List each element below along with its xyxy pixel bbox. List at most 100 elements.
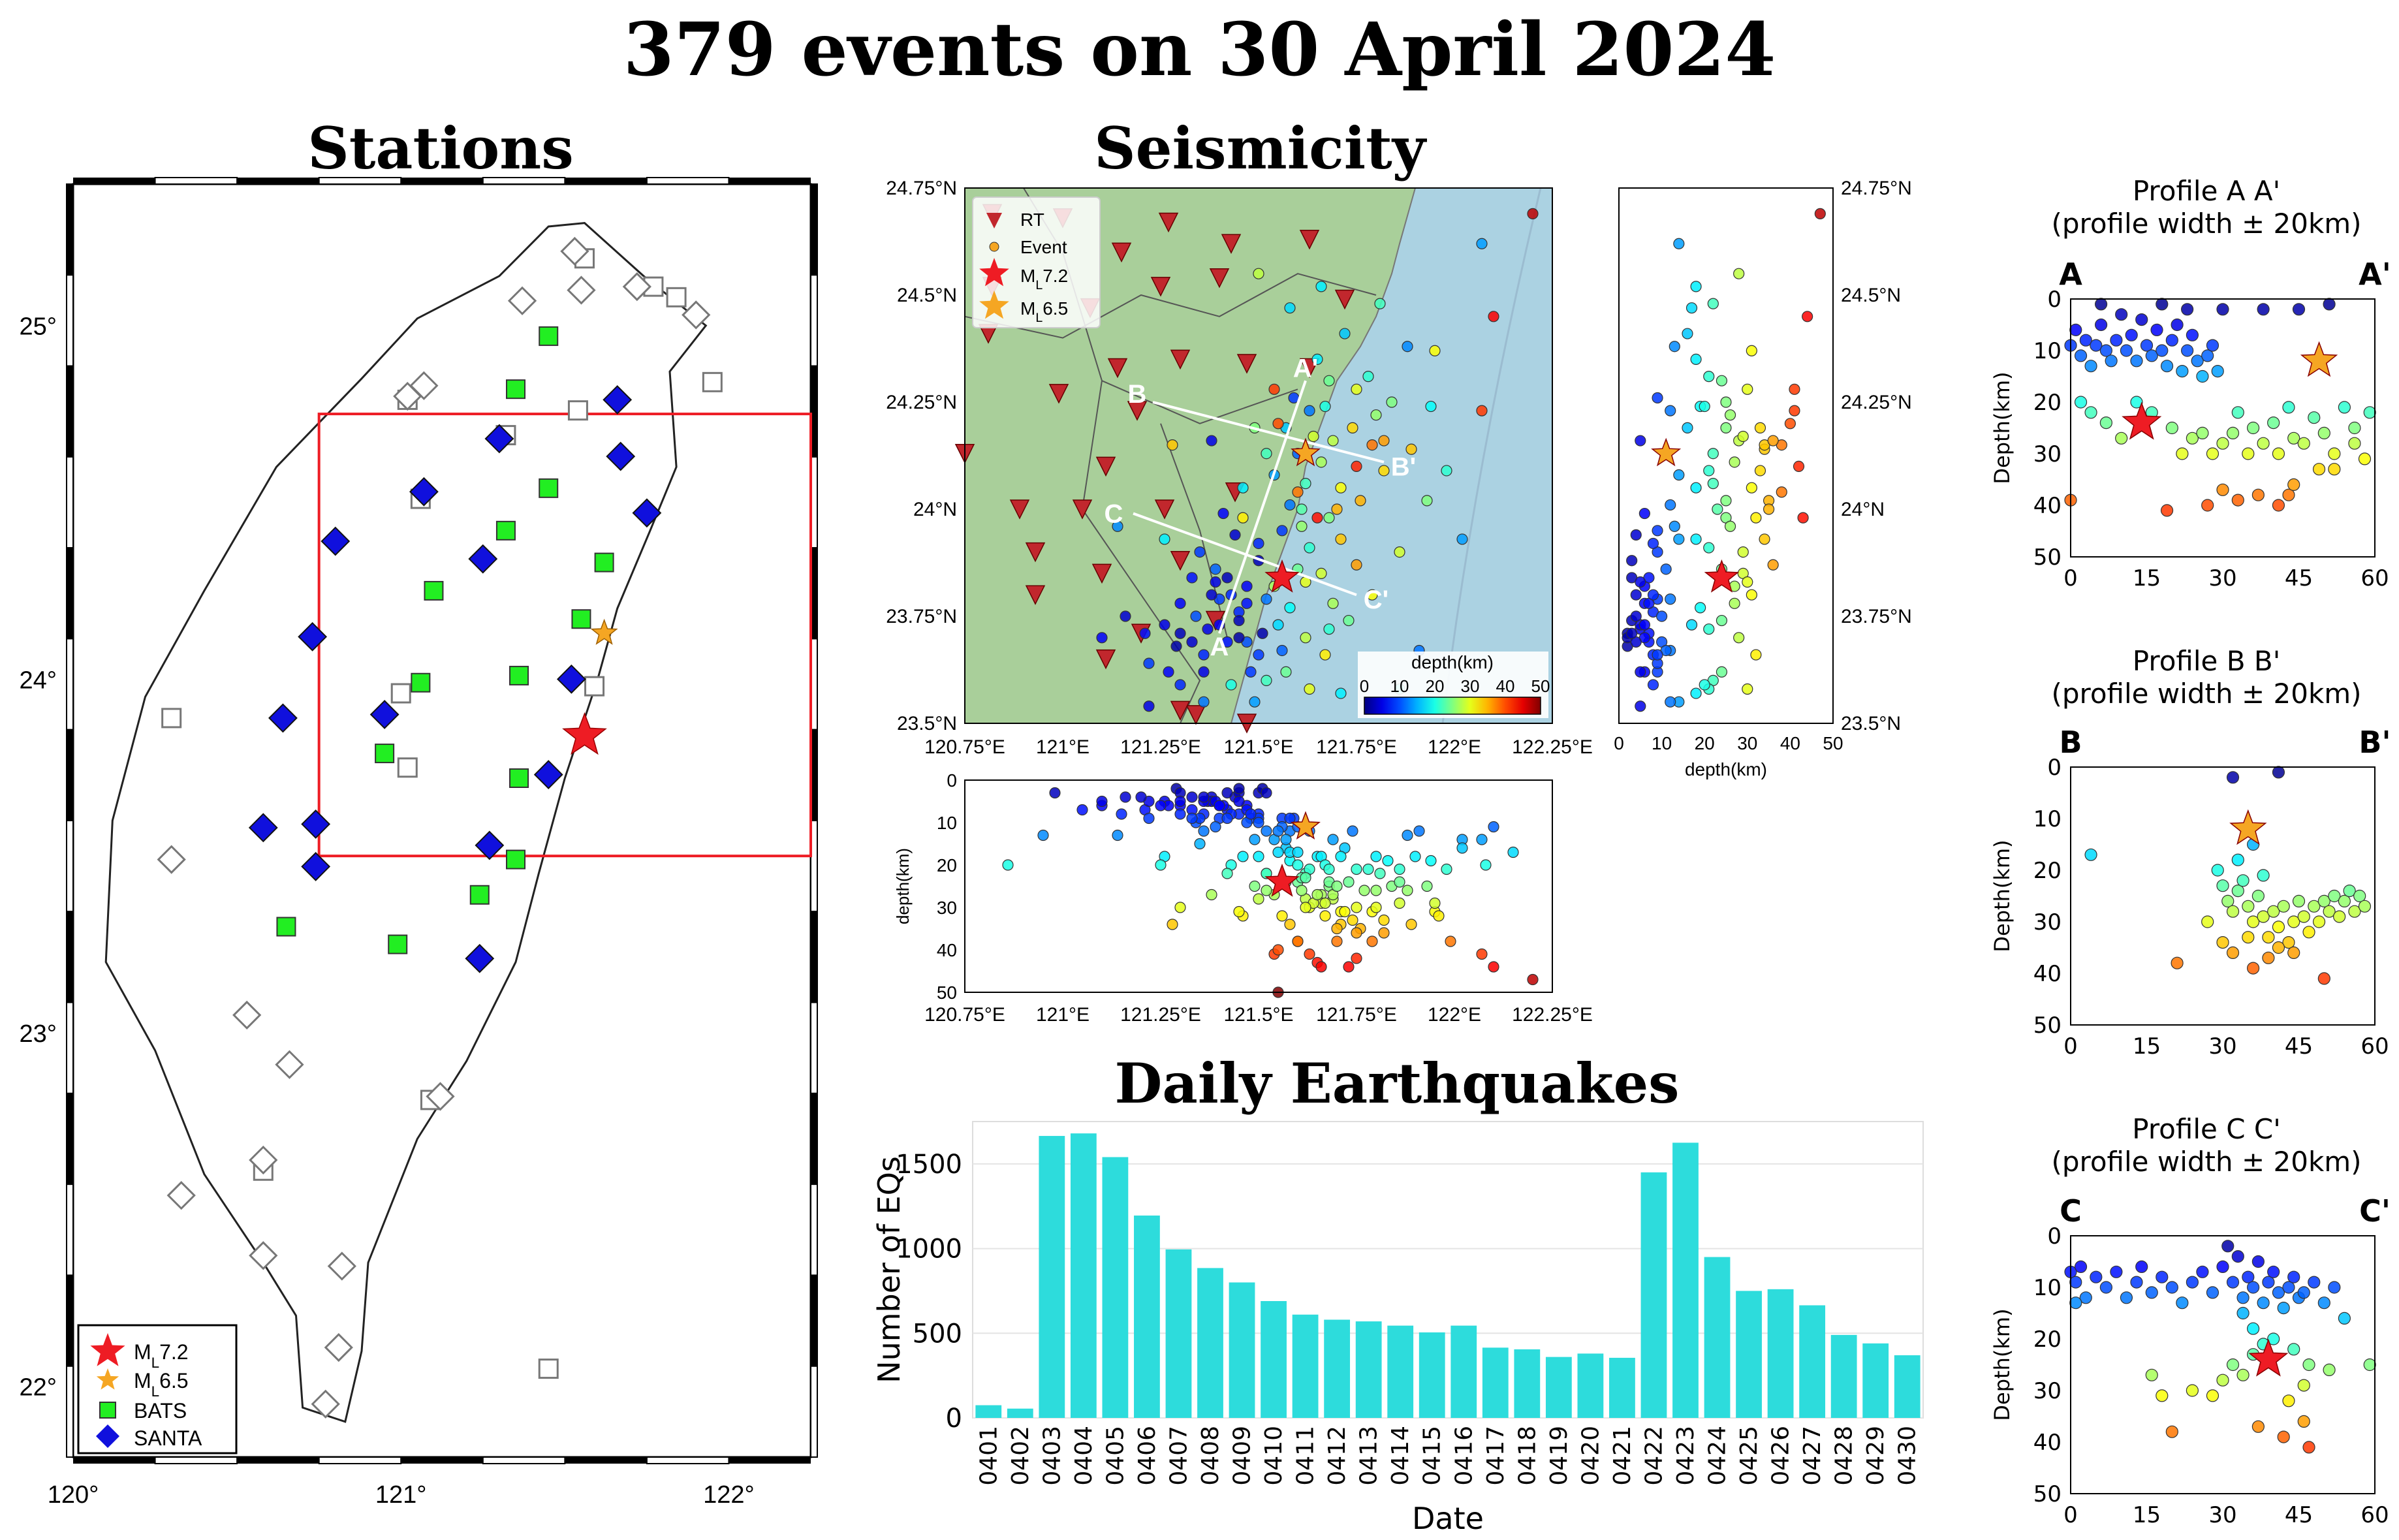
event-dot [1754, 465, 1766, 477]
event-dot [1647, 537, 1659, 550]
bar-0410 [1261, 1300, 1287, 1418]
event-dot [1323, 863, 1335, 875]
event-dot [1429, 897, 1441, 909]
event-dot [1112, 520, 1123, 532]
profile-event-dot [2181, 344, 2194, 357]
santa-station [465, 943, 495, 973]
map-legend [972, 196, 1101, 328]
event-dot [1296, 520, 1308, 532]
profile-ytick: 40 [2033, 961, 2062, 987]
event-dot [1750, 649, 1762, 661]
event-dot [1378, 927, 1390, 939]
event-dot [1402, 341, 1413, 353]
bar-0425 [1736, 1291, 1762, 1418]
open-diamond-station [157, 845, 186, 874]
profile-frame [2070, 1235, 2375, 1494]
legend-label: Event [1020, 237, 1067, 257]
plot-area [972, 1121, 1924, 1419]
county-boundary [964, 273, 1377, 339]
profile-event-dot [2201, 915, 2214, 928]
event-dot [1639, 619, 1650, 631]
profile-event-dot [2277, 1430, 2290, 1443]
profile-event-dot [2312, 915, 2326, 928]
profile-event-dot [2236, 874, 2250, 887]
profile-event-dot [2251, 1255, 2265, 1268]
profile-event-dot [2211, 864, 2224, 877]
profile-event-dot [2297, 1286, 2310, 1299]
rt-station [1107, 358, 1128, 379]
event-dot [1527, 208, 1539, 219]
frame-tick [66, 1365, 74, 1458]
profile-event-dot [2074, 349, 2088, 362]
profile-ytick: 10 [2033, 338, 2062, 364]
event-dot [1351, 863, 1362, 875]
depth-lat-bg [1619, 188, 1833, 723]
profile-event-dot [2196, 369, 2209, 383]
profile-event-dot [2156, 1270, 2169, 1283]
map-ytick: 24.75°N [886, 178, 957, 199]
event-dot [1237, 851, 1249, 862]
event-dot [1261, 868, 1272, 879]
event-dot [1421, 880, 1433, 892]
event-dot [1300, 632, 1311, 644]
event-dot [1635, 666, 1646, 678]
frame-tick [565, 178, 647, 184]
profile-xtick: 45 [2285, 1502, 2313, 1528]
profile-event-dot [2247, 1322, 2260, 1335]
bats-station [375, 744, 395, 764]
event-dot [1476, 834, 1488, 845]
profile-xtick: 30 [2208, 1502, 2236, 1528]
profile-end-label: A' [2359, 257, 2391, 292]
map-xtick: 121°E [1036, 736, 1090, 758]
event-dot [1686, 619, 1698, 631]
event-dot [1249, 880, 1261, 892]
profile-event-dot [2069, 1276, 2082, 1289]
x-tick: 0419 [1546, 1426, 1573, 1486]
event-dot [1347, 914, 1358, 926]
event-dot [1362, 863, 1374, 875]
event-dot [1347, 825, 1358, 837]
profile-event-dot [2287, 1270, 2300, 1283]
event-dot [1707, 478, 1719, 490]
event-dot [1635, 700, 1646, 712]
event-dot [1690, 353, 1702, 366]
x-tick: 0426 [1768, 1426, 1795, 1486]
depth-xtick: 30 [1737, 733, 1757, 753]
event-dot [1049, 787, 1061, 799]
event-dot [1284, 919, 1296, 930]
open-diamond-station [311, 1389, 340, 1419]
profile-event-dot [2297, 910, 2310, 923]
event-dot [1746, 589, 1757, 601]
event-dot [1366, 935, 1378, 947]
profile-ytick: 0 [2047, 1223, 2062, 1249]
profile-event-dot [2084, 848, 2097, 861]
profile-event-dot [2095, 318, 2108, 332]
profile-event-dot [2277, 900, 2290, 913]
frame-tick [401, 1457, 483, 1464]
profile-event-dot [2257, 303, 2270, 316]
event-dot [1362, 371, 1374, 383]
event-dot [1767, 559, 1779, 571]
rt-station [1025, 542, 1046, 563]
santa-station [298, 621, 328, 652]
profile-xtick: 15 [2133, 565, 2161, 591]
profile-xtick: 60 [2360, 1033, 2389, 1060]
event-dot [1331, 880, 1343, 892]
event-dot [1292, 935, 1304, 947]
profile-a-subtitle: (profile width ± 20km) [2051, 208, 2362, 240]
profile-event-dot [2115, 308, 2128, 321]
event-dot [1292, 486, 1304, 498]
profile-line-label: A' [1293, 354, 1318, 383]
event-dot [1707, 448, 1719, 460]
event-dot [1703, 623, 1715, 635]
depth-ytick: 24.75°N [1841, 178, 1912, 199]
colorbar [1364, 697, 1541, 715]
event-dot [1441, 863, 1452, 875]
event-dot [1096, 632, 1108, 644]
event-dot [1737, 430, 1749, 443]
bar-0416 [1450, 1325, 1477, 1418]
event-dot [1327, 597, 1339, 609]
profile-event-dot [2308, 411, 2321, 424]
profile-event-dot [2348, 421, 2361, 435]
